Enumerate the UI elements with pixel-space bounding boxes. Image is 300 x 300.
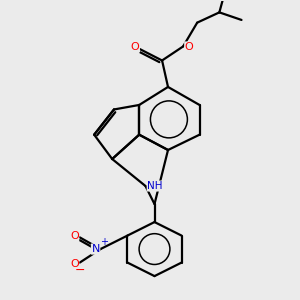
- Text: +: +: [100, 237, 108, 247]
- Text: O: O: [70, 231, 79, 241]
- Text: O: O: [185, 42, 194, 52]
- Text: O: O: [70, 259, 79, 269]
- Text: NH: NH: [147, 181, 163, 191]
- Text: −: −: [74, 264, 85, 277]
- Text: N: N: [92, 244, 100, 254]
- Text: O: O: [131, 42, 140, 52]
